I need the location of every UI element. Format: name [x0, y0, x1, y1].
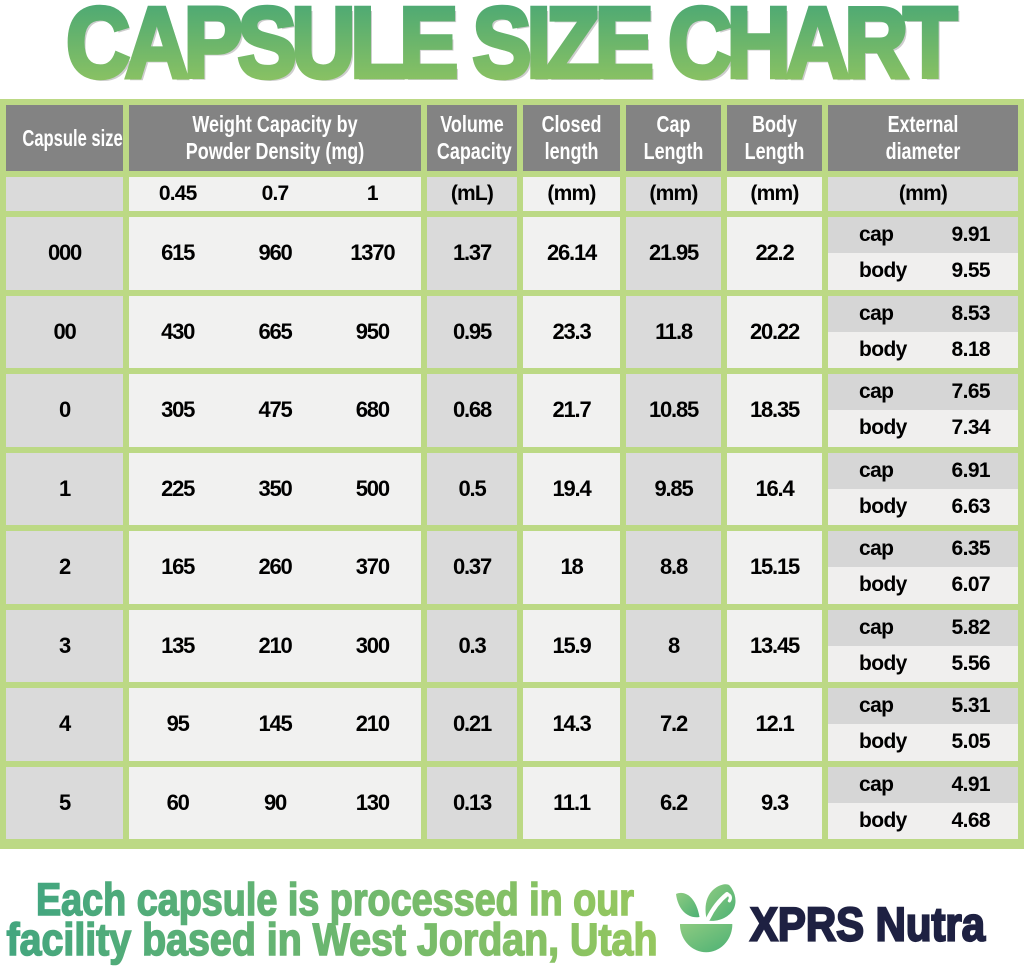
svg-text:facility based in West Jordan,: facility based in West Jordan, Utah — [7, 914, 658, 965]
svg-text:CAPSULE SIZE CHART: CAPSULE SIZE CHART — [69, 0, 960, 99]
svg-text:XPRS Nutra: XPRS Nutra — [750, 898, 986, 951]
svg-text:CAPSULE SIZE CHART: CAPSULE SIZE CHART — [66, 0, 957, 99]
svg-text:Each capsule is processed in o: Each capsule is processed in our — [36, 874, 634, 925]
